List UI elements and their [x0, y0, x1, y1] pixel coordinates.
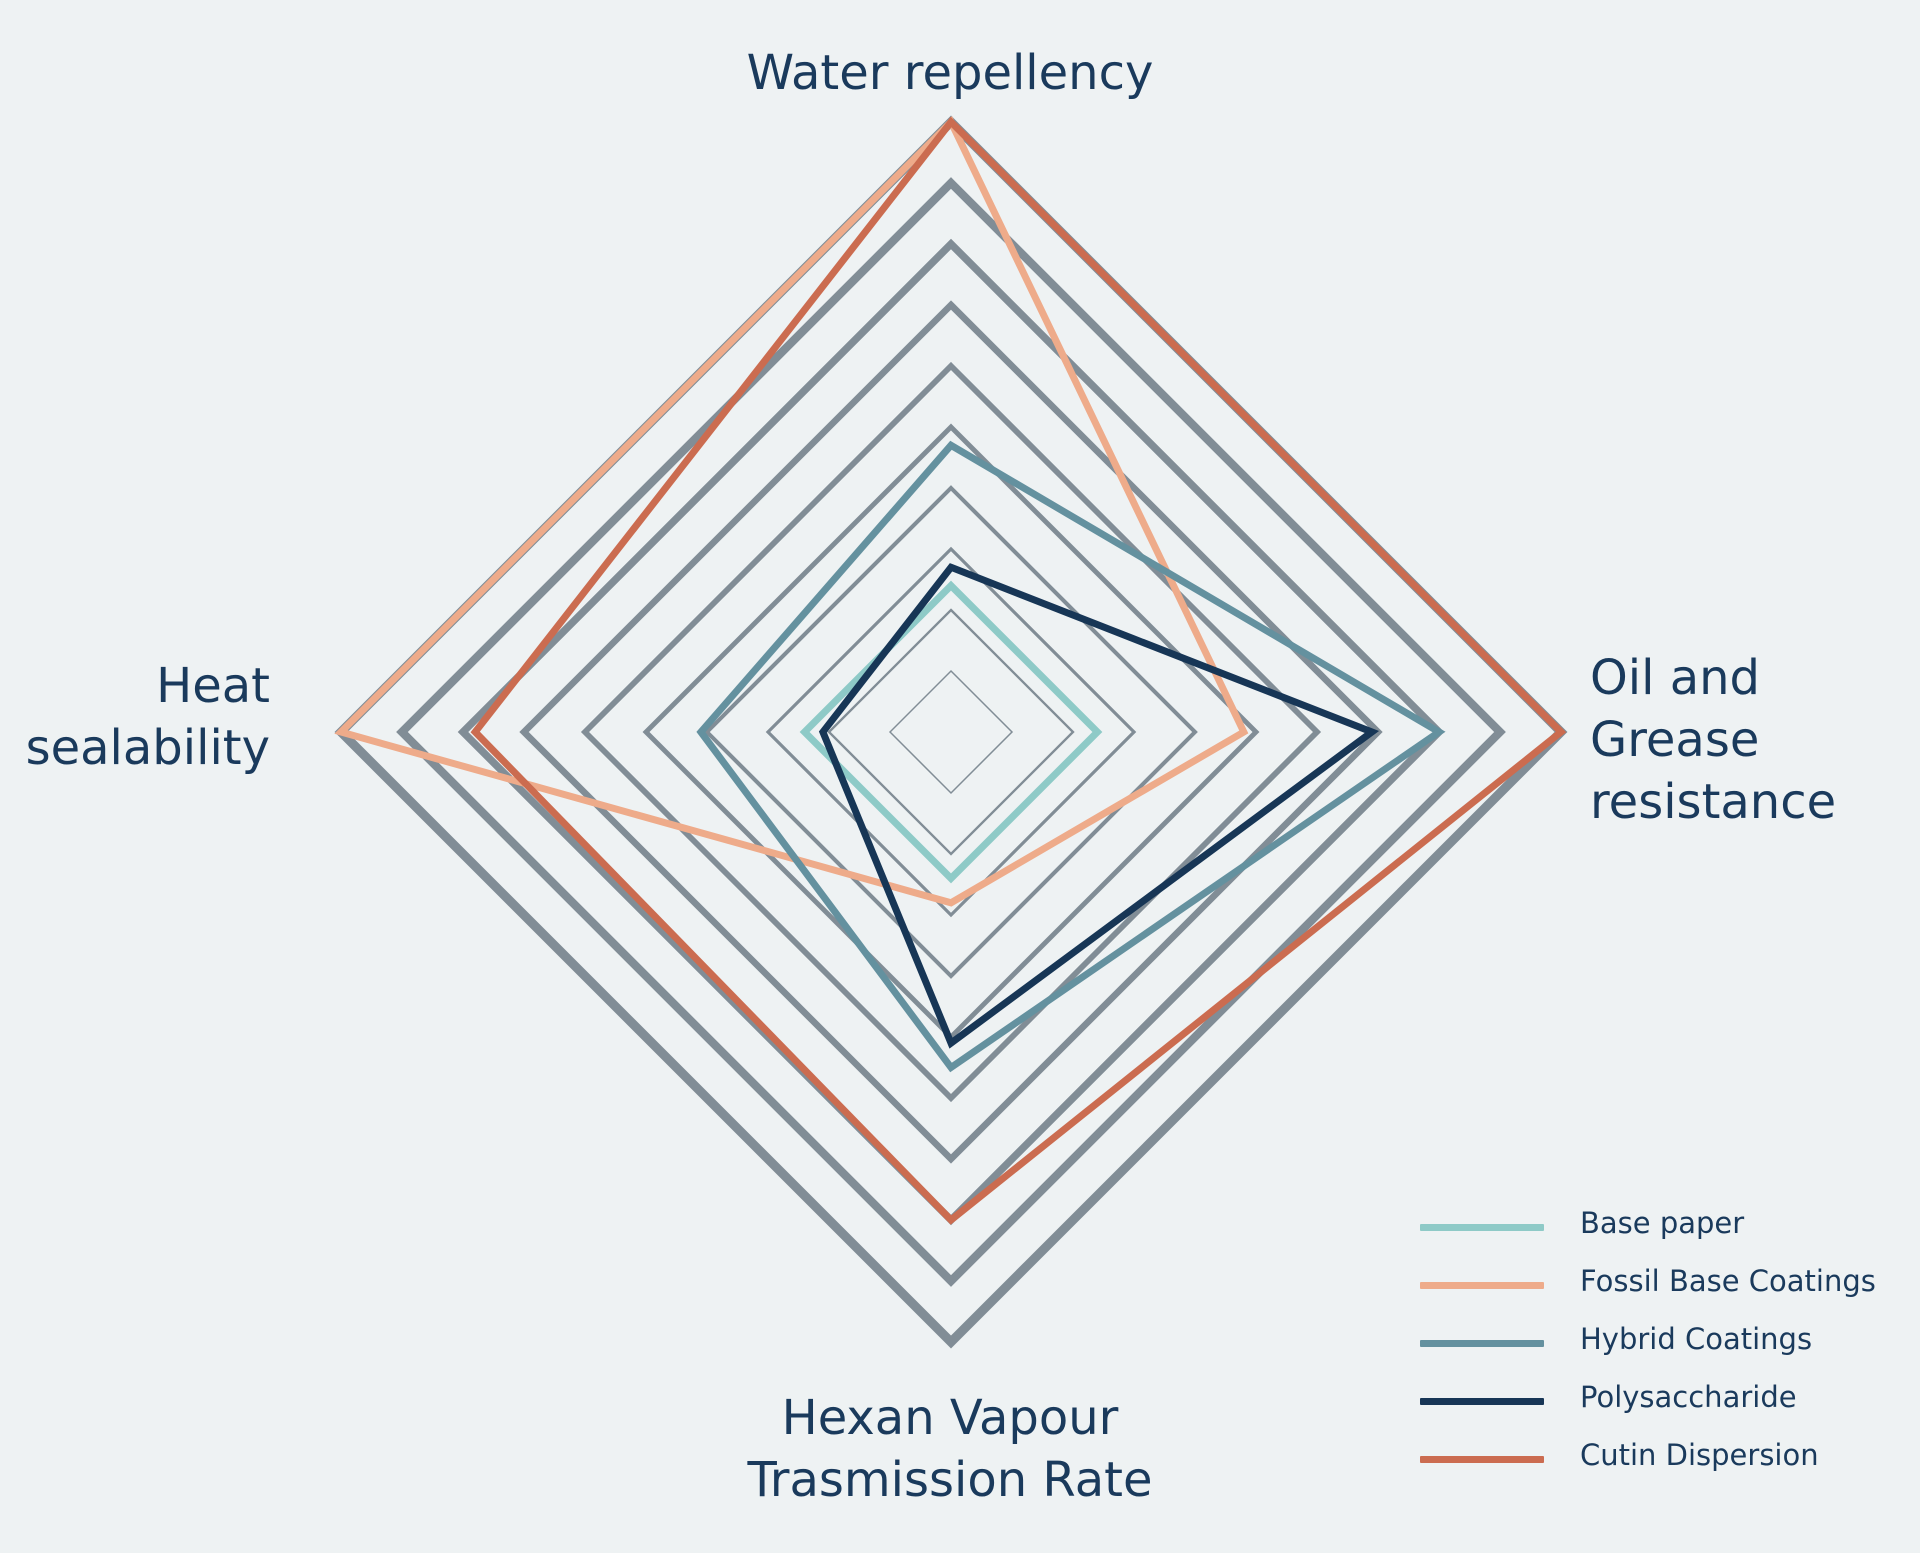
axis-label-heat-sealability: Heat sealability — [25, 658, 270, 776]
legend-swatch — [1420, 1456, 1544, 1463]
legend-label: Polysaccharide — [1580, 1380, 1797, 1414]
legend-swatch — [1420, 1340, 1544, 1347]
legend-label: Hybrid Coatings — [1580, 1322, 1813, 1356]
grid-ring-7 — [519, 300, 1383, 1164]
legend-swatch — [1420, 1282, 1544, 1289]
grid-ring-1 — [888, 669, 1014, 795]
grid-ring-6 — [580, 361, 1322, 1103]
series-line-cutin-dispersion — [470, 116, 1567, 1225]
legend-label: Base paper — [1580, 1206, 1745, 1240]
radar-series — [334, 116, 1567, 1225]
legend-swatch — [1420, 1398, 1544, 1405]
legend-swatch — [1420, 1224, 1544, 1231]
series-line-polysaccharide — [818, 563, 1380, 1049]
grid-ring-3 — [765, 546, 1137, 918]
legend-item-cutin-dispersion: Cutin Dispersion — [1420, 1432, 1900, 1490]
legend-label: Cutin Dispersion — [1580, 1438, 1819, 1472]
grid-ring-2 — [827, 608, 1075, 856]
series-line-hybrid-coatings — [696, 440, 1446, 1073]
legend-label: Fossil Base Coatings — [1580, 1264, 1876, 1298]
radar-grid — [334, 115, 1568, 1349]
legend: Base paper Fossil Base Coatings Hybrid C… — [1420, 1200, 1900, 1490]
axis-label-hexan-vapour-transmission-rate: Hexan Vapour Trasmission Rate — [747, 1390, 1153, 1508]
legend-item-hybrid-coatings: Hybrid Coatings — [1420, 1316, 1900, 1374]
axis-label-water-repellency: Water repellency — [746, 45, 1154, 101]
axis-label-oil-grease-resistance: Oil and Grease resistance — [1590, 650, 1837, 830]
grid-ring-4 — [704, 485, 1198, 979]
legend-item-polysaccharide: Polysaccharide — [1420, 1374, 1900, 1432]
grid-ring-8 — [457, 238, 1445, 1226]
legend-item-base-paper: Base paper — [1420, 1200, 1900, 1258]
series-line-fossil-base-coatings — [334, 116, 1249, 907]
grid-ring-9 — [396, 177, 1506, 1287]
legend-item-fossil-base-coatings: Fossil Base Coatings — [1420, 1258, 1900, 1316]
series-line-base-paper — [799, 580, 1103, 884]
